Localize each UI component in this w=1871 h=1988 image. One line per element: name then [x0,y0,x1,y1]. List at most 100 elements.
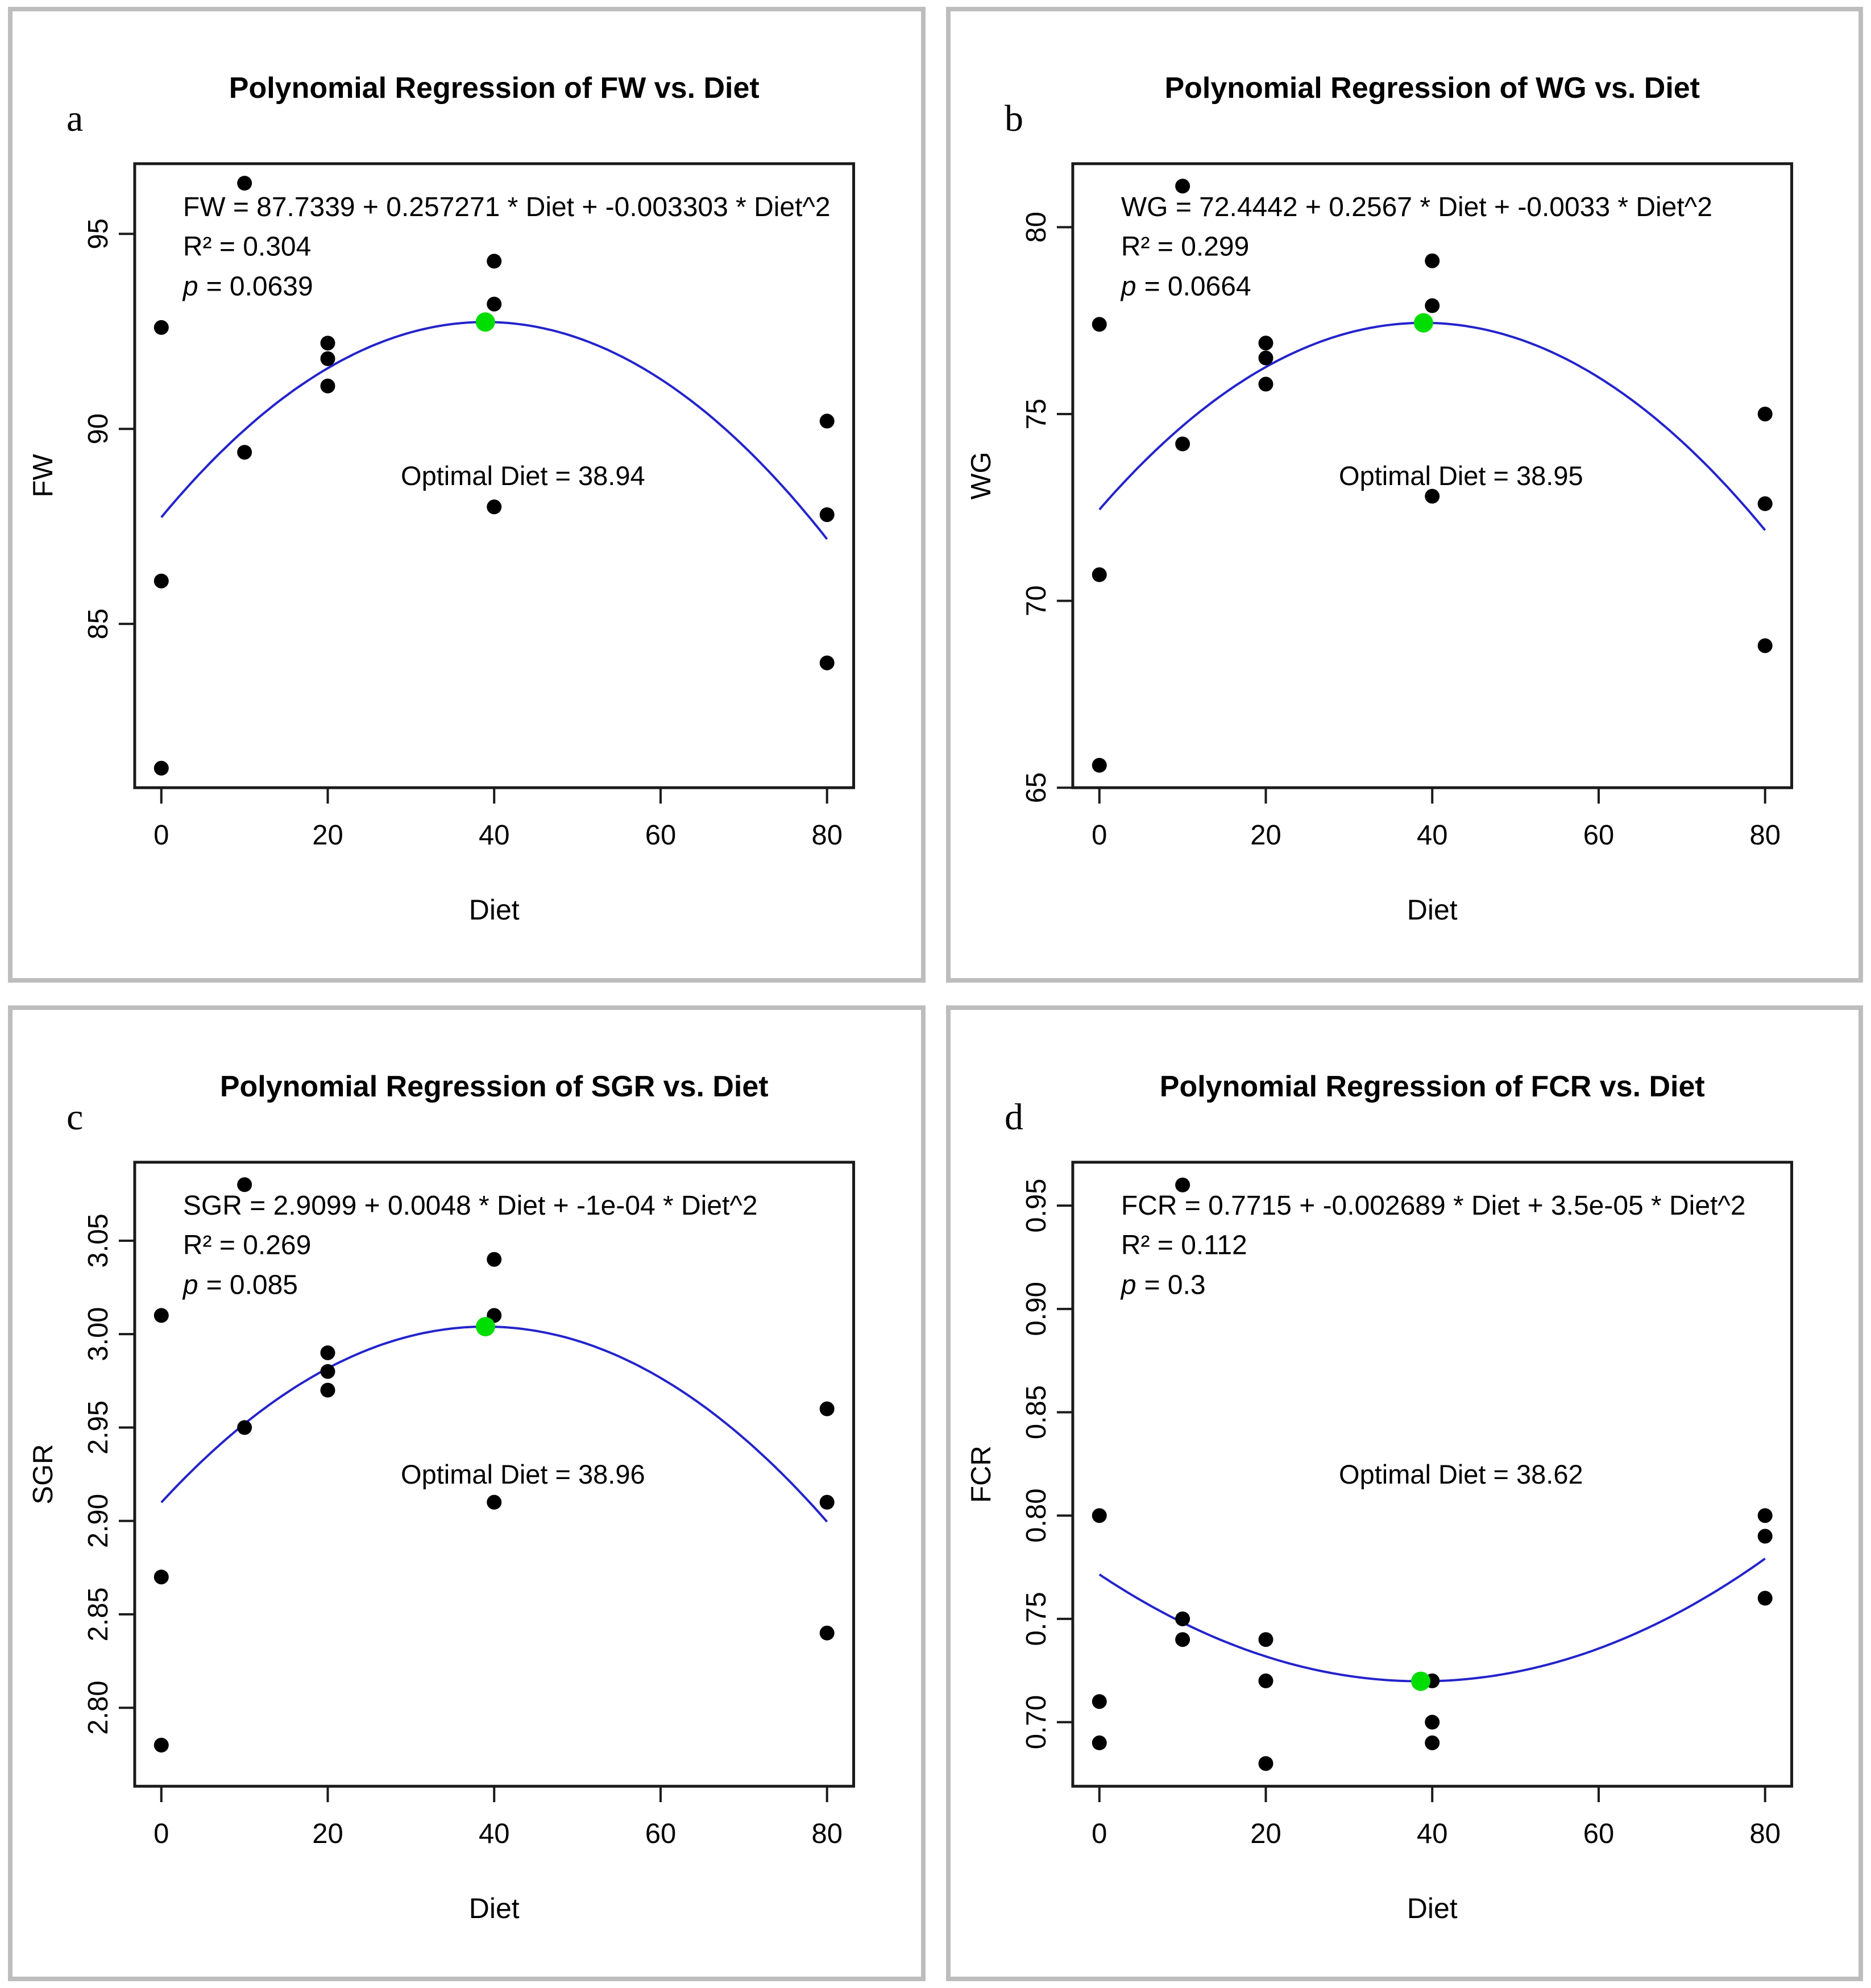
y-axis-label: FW [28,454,59,498]
y-tick-label: 95 [83,218,114,249]
data-point [320,1382,335,1398]
y-tick-label: 0.95 [1020,1178,1051,1232]
data-point [1757,1529,1773,1544]
x-tick-label: 80 [1749,820,1780,851]
regression-equation: SGR = 2.9099 + 0.0048 * Diet + -1e-04 * … [183,1191,758,1221]
p-value: p = 0.0639 [182,272,313,302]
data-point [1424,253,1439,268]
y-tick-label: 3.00 [83,1307,114,1361]
p-value: p = 0.0664 [1119,272,1251,302]
y-tick-label: 2.95 [83,1401,114,1455]
x-tick-label: 20 [1250,1819,1281,1849]
x-axis-label: Diet [1407,1892,1457,1924]
x-tick-label: 40 [1416,1819,1447,1849]
p-symbol: p [182,272,198,302]
data-point [1175,1177,1190,1192]
y-axis-label: WG [965,452,996,499]
x-tick-label: 60 [645,820,676,851]
x-tick-label: 60 [1583,1819,1613,1849]
data-point [154,320,169,335]
panel-letter: a [67,98,83,139]
data-point [237,1177,252,1192]
chart-canvas: Polynomial Regression of FCR vs. Diet d FC… [965,1070,1793,1924]
regression-equation: WG = 72.4442 + 0.2567 * Diet + -0.0033 *… [1121,192,1712,222]
data-point [1175,1632,1190,1647]
data-point [819,1625,835,1641]
chart-canvas: Polynomial Regression of SGR vs. Diet c SG… [28,1070,856,1924]
data-point [154,1308,169,1323]
p-symbol: p [182,1270,198,1301]
data-point [320,336,335,351]
data-point [1757,407,1773,422]
r-squared-value: R² = 0.299 [1121,232,1248,262]
data-point [487,254,502,269]
data-point [1175,179,1190,194]
optimal-point [475,312,495,332]
x-tick-label: 60 [1583,820,1613,851]
x-tick-label: 40 [479,1819,509,1849]
panel-title: Polynomial Regression of FW vs. Diet [229,72,760,105]
optimal-point [1410,1671,1430,1691]
chart-canvas: Polynomial Regression of FW vs. Diet a FW … [28,72,856,926]
r-squared-value: R² = 0.269 [183,1231,311,1261]
y-tick-label: 0.90 [1020,1282,1051,1336]
data-point [1424,298,1439,313]
y-tick-label: 90 [83,413,114,444]
p-value: p = 0.085 [182,1270,298,1301]
data-point [237,176,252,191]
data-point [1258,336,1273,351]
panel-c: Polynomial Regression of SGR vs. Diet c SG… [8,1005,926,1981]
panel-title: Polynomial Regression of SGR vs. Diet [220,1070,769,1103]
data-point [487,296,502,312]
optimal-diet-annotation: Optimal Diet = 38.96 [401,1459,645,1489]
optimal-point [1413,313,1433,333]
r-squared-value: R² = 0.112 [1121,1231,1247,1261]
panel-title: Polynomial Regression of WG vs. Diet [1164,72,1700,105]
data-point [1258,1756,1273,1771]
data-point [1258,376,1273,392]
data-point [819,413,835,429]
optimal-diet-annotation: Optimal Diet = 38.95 [1339,461,1583,491]
data-point [819,507,835,523]
optimal-point [476,1316,496,1336]
optimal-diet-annotation: Optimal Diet = 38.62 [1339,1459,1583,1489]
x-tick-label: 0 [154,1819,169,1849]
x-tick-label: 80 [811,1819,842,1849]
y-tick-label: 0.75 [1020,1592,1051,1646]
x-tick-label: 0 [154,820,169,851]
p-number: = 0.085 [206,1270,298,1301]
regression-curve [160,1325,828,1523]
data-point [320,1364,335,1379]
r-squared-value: R² = 0.304 [183,232,311,262]
data-point [1258,1632,1273,1647]
data-point [320,351,335,366]
y-tick-label: 80 [1020,212,1051,242]
y-tick-label: 0.70 [1020,1695,1051,1749]
x-tick-label: 60 [645,1819,676,1849]
x-tick-label: 80 [1749,1819,1780,1849]
data-point [154,1737,169,1753]
data-point [320,1345,335,1360]
y-tick-label: 70 [1020,585,1051,616]
panel-letter: d [1004,1096,1023,1138]
data-point [1092,1508,1107,1523]
x-tick-label: 40 [479,820,509,851]
panel-b: Polynomial Regression of WG vs. Diet b WG … [945,7,1863,983]
data-point [1757,496,1773,511]
data-point [819,655,835,670]
y-tick-label: 3.05 [83,1213,114,1268]
y-tick-label: 85 [83,608,114,639]
regression-curve [1098,1558,1766,1683]
x-tick-label: 20 [1250,820,1281,851]
x-tick-label: 0 [1092,820,1107,851]
data-point [487,1494,502,1510]
x-axis-label: Diet [1407,894,1457,926]
y-tick-label: 0.80 [1020,1489,1051,1543]
data-point [154,573,169,589]
x-axis-label: Diet [469,894,520,926]
data-point [1092,567,1107,582]
x-tick-label: 20 [312,820,343,851]
data-point [819,1494,835,1510]
chart-canvas: Polynomial Regression of WG vs. Diet b WG … [965,72,1793,926]
y-tick-label: 0.85 [1020,1385,1051,1439]
